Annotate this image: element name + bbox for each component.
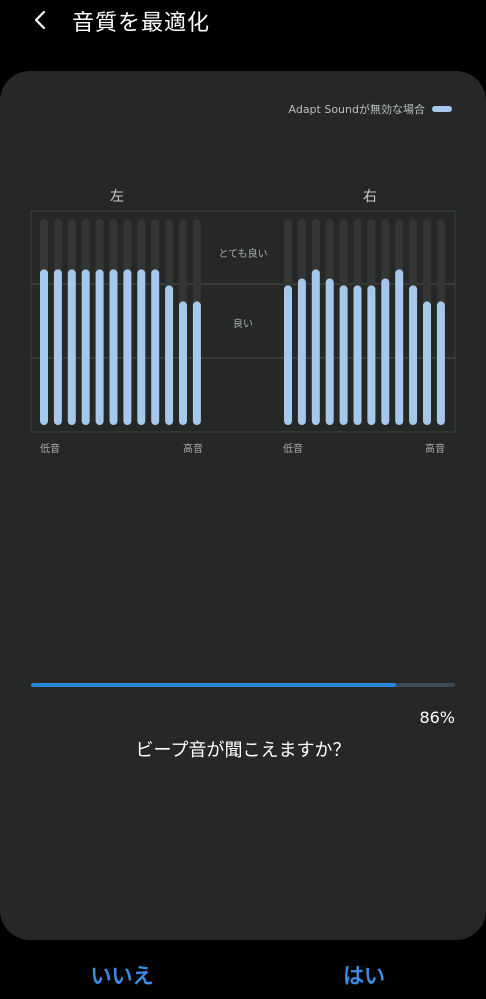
bar xyxy=(137,269,146,425)
axis-label-low: 低音 xyxy=(283,442,303,455)
bar xyxy=(409,285,418,425)
back-button[interactable] xyxy=(24,2,58,38)
bar xyxy=(109,269,118,425)
progress-bar xyxy=(31,683,455,687)
axis-label-high: 高音 xyxy=(183,442,203,455)
bar xyxy=(123,269,132,425)
bar xyxy=(423,301,431,425)
bar xyxy=(436,301,445,425)
bar xyxy=(297,278,306,425)
bar xyxy=(192,301,201,425)
bar xyxy=(311,269,320,425)
no-button[interactable]: いいえ xyxy=(90,964,154,988)
bar xyxy=(40,269,48,425)
bar xyxy=(284,285,292,425)
axis-label-high: 高音 xyxy=(425,442,445,455)
bar xyxy=(353,285,362,425)
question-text: ビープ音が聞こえますか？ xyxy=(135,740,351,761)
legend-label: Adapt Soundが無効な場合 xyxy=(288,103,426,116)
bar xyxy=(325,278,334,425)
chart-frame xyxy=(30,210,456,433)
zone-label: 良い xyxy=(233,317,253,330)
bar xyxy=(95,269,104,425)
zone-label: とても良い xyxy=(218,247,267,260)
legend-swatch xyxy=(432,106,452,112)
bar xyxy=(165,285,174,425)
bar xyxy=(395,269,404,425)
bar xyxy=(381,278,390,425)
progress-percent: 86% xyxy=(419,708,455,727)
chart-title: 左 xyxy=(110,189,124,205)
bar xyxy=(53,269,62,425)
sound-test-card: Adapt Soundが無効な場合 とても良い 良い左低音 高音右低音 高音 86% … xyxy=(0,71,486,940)
chevron-left-icon xyxy=(34,10,46,30)
axis-label-low: 低音 xyxy=(40,442,60,455)
legend: Adapt Soundが無効な場合 xyxy=(288,101,452,117)
bar xyxy=(367,285,376,425)
progress-fill xyxy=(31,683,396,687)
bar xyxy=(339,285,348,425)
yes-button[interactable]: はい xyxy=(343,964,385,988)
page-title: 音質を最適化 xyxy=(72,11,211,36)
chart-title: 右 xyxy=(363,189,377,205)
bar xyxy=(81,269,90,425)
bar xyxy=(151,269,160,425)
bar xyxy=(179,301,187,425)
header: 音質を最適化 xyxy=(0,0,486,44)
bar xyxy=(67,269,76,425)
